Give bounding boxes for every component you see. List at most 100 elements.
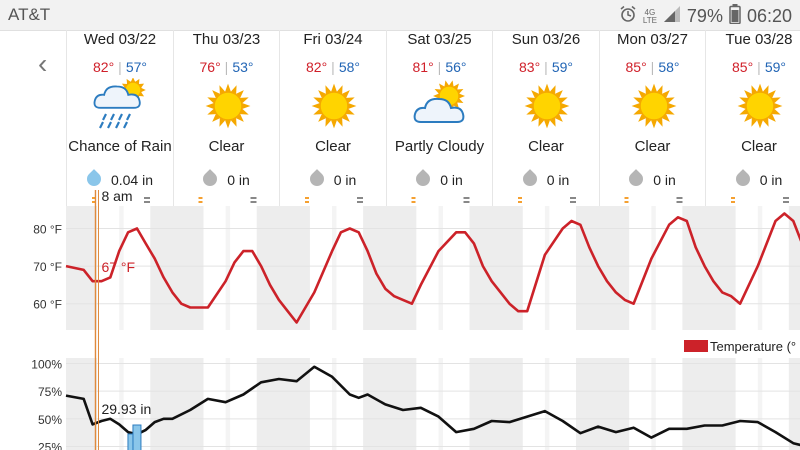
day-column[interactable]: Fri 03/24 82° | 58° Clear 0 in [279,30,386,206]
precip-amount: 0 in [600,169,706,189]
low-temp: 57° [125,59,147,75]
low-temp: 58° [338,59,360,75]
status-bar: AT&T 4G LTE 79% 06:20 [0,0,800,31]
precip-amount: 0 in [493,169,599,189]
day-column[interactable]: Tue 03/28 85° | 59° Clear 0 in [705,30,800,206]
day-column[interactable]: Sat 03/25 81° | 56° Partly Cloudy 0 in [385,30,493,206]
precip-value: 0 in [227,172,250,188]
day-date: Tue 03/28 [725,31,793,48]
sun-icon [626,78,682,134]
y-tick-label: 50% [38,413,62,427]
temperature-line [65,212,800,324]
precip-value: 0 in [333,172,357,188]
noon-band [757,358,763,450]
signal-icon [663,5,681,28]
condition-label: Chance of Rain [68,138,172,155]
battery-icon [729,4,741,29]
precip-bar [127,433,134,450]
night-band [256,358,310,450]
noon-band [651,358,656,450]
high-temp: 76° [199,59,221,75]
precip-amount: 0 in [174,169,280,189]
clock: 06:20 [746,6,792,26]
day-column[interactable]: Mon 03/27 85° | 58° Clear 0 in [598,30,706,206]
precip-value: 0.04 in [110,172,154,188]
y-tick-label: 70 °F [33,260,62,274]
day-temps: 85° | 58° [600,59,706,75]
precip-amount: 0 in [280,169,386,189]
night-band [66,358,98,450]
y-tick-label: 25% [38,440,62,450]
y-tick-label: 80 °F [33,223,62,237]
dry-drop-icon [413,169,434,189]
night-band [150,358,204,450]
noon-band [544,358,550,450]
sun-icon [306,78,362,134]
rain-icon [93,77,149,134]
dry-drop-icon [200,169,221,189]
precip-value: 0 in [759,172,783,188]
condition-label: Clear [528,138,564,155]
condition-label: Clear [741,138,777,155]
cursor-pressure-label: 29.93 in [101,401,151,417]
dry-drop-icon [732,169,753,189]
day-date: Sat 03/25 [407,31,472,48]
low-temp: 59° [764,59,786,75]
sun-icon [519,78,575,134]
carrier-name: AT&T [8,5,51,24]
day-temps: 82° | 57° [67,59,173,75]
day-date: Mon 03/27 [617,31,688,48]
hourly-charts: 80 °F 70 °F 60 °F Temperature (° 100% 75% 50% 2… [31,190,800,450]
day-column[interactable]: Sun 03/26 83° | 59° Clear 0 in [492,30,599,206]
low-temp: 53° [232,59,254,75]
temp-separator: | [544,59,548,75]
sun-icon [200,78,256,134]
condition-label: Partly Cloudy [394,138,485,155]
cursor-time-label: 8 am [101,190,132,204]
low-temp: 56° [445,59,467,75]
day-temps: 82° | 58° [280,59,386,75]
noon-band [438,358,443,450]
precip-value: 0 in [546,172,570,188]
night-band [469,206,523,330]
temp-separator: | [437,59,442,75]
noon-band [225,206,231,330]
partly-cloudy-icon [413,78,469,134]
day-date: Wed 03/22 [83,31,157,48]
high-temp: 81° [412,59,434,75]
noon-band [438,206,443,330]
precip-value: 0 in [440,172,463,188]
night-band [575,206,630,330]
high-temp: 82° [306,59,328,75]
night-band [469,358,523,450]
day-date: Fri 03/24 [303,31,363,48]
night-band [256,206,310,330]
daily-forecast-strip: Wed 03/22 82° | 57° Chance of Rain 0.04 in… [66,30,800,206]
temp-separator: | [118,59,122,75]
precip-amount: 0 in [706,169,800,189]
day-column[interactable]: Wed 03/22 82° | 57° Chance of Rain 0.04 in [66,30,173,206]
battery-percent: 79% [686,6,723,26]
noon-band [651,206,656,330]
high-temp: 85° [732,59,754,75]
condition-label: Clear [634,138,671,155]
cursor-temp-label: 67 °F [101,259,135,275]
dry-drop-icon [626,169,647,189]
y-tick-label: 100% [31,358,62,372]
sun-icon [732,78,788,134]
temp-separator: | [224,59,229,75]
noon-band [332,206,337,330]
temp-separator: | [331,59,335,75]
night-band [788,206,800,330]
noon-band [332,358,337,450]
condition-label: Clear [315,138,351,155]
night-band [682,206,736,330]
precip-value: 0 in [653,172,676,188]
day-temps: 83° | 59° [493,59,599,75]
night-band [788,358,800,450]
day-column[interactable]: Thu 03/23 76° | 53° Clear 0 in [172,30,280,206]
high-temp: 85° [625,59,647,75]
precip-amount: 0.04 in [67,169,173,189]
night-band [363,358,417,450]
back-chevron-icon[interactable]: ‹ [38,48,48,79]
